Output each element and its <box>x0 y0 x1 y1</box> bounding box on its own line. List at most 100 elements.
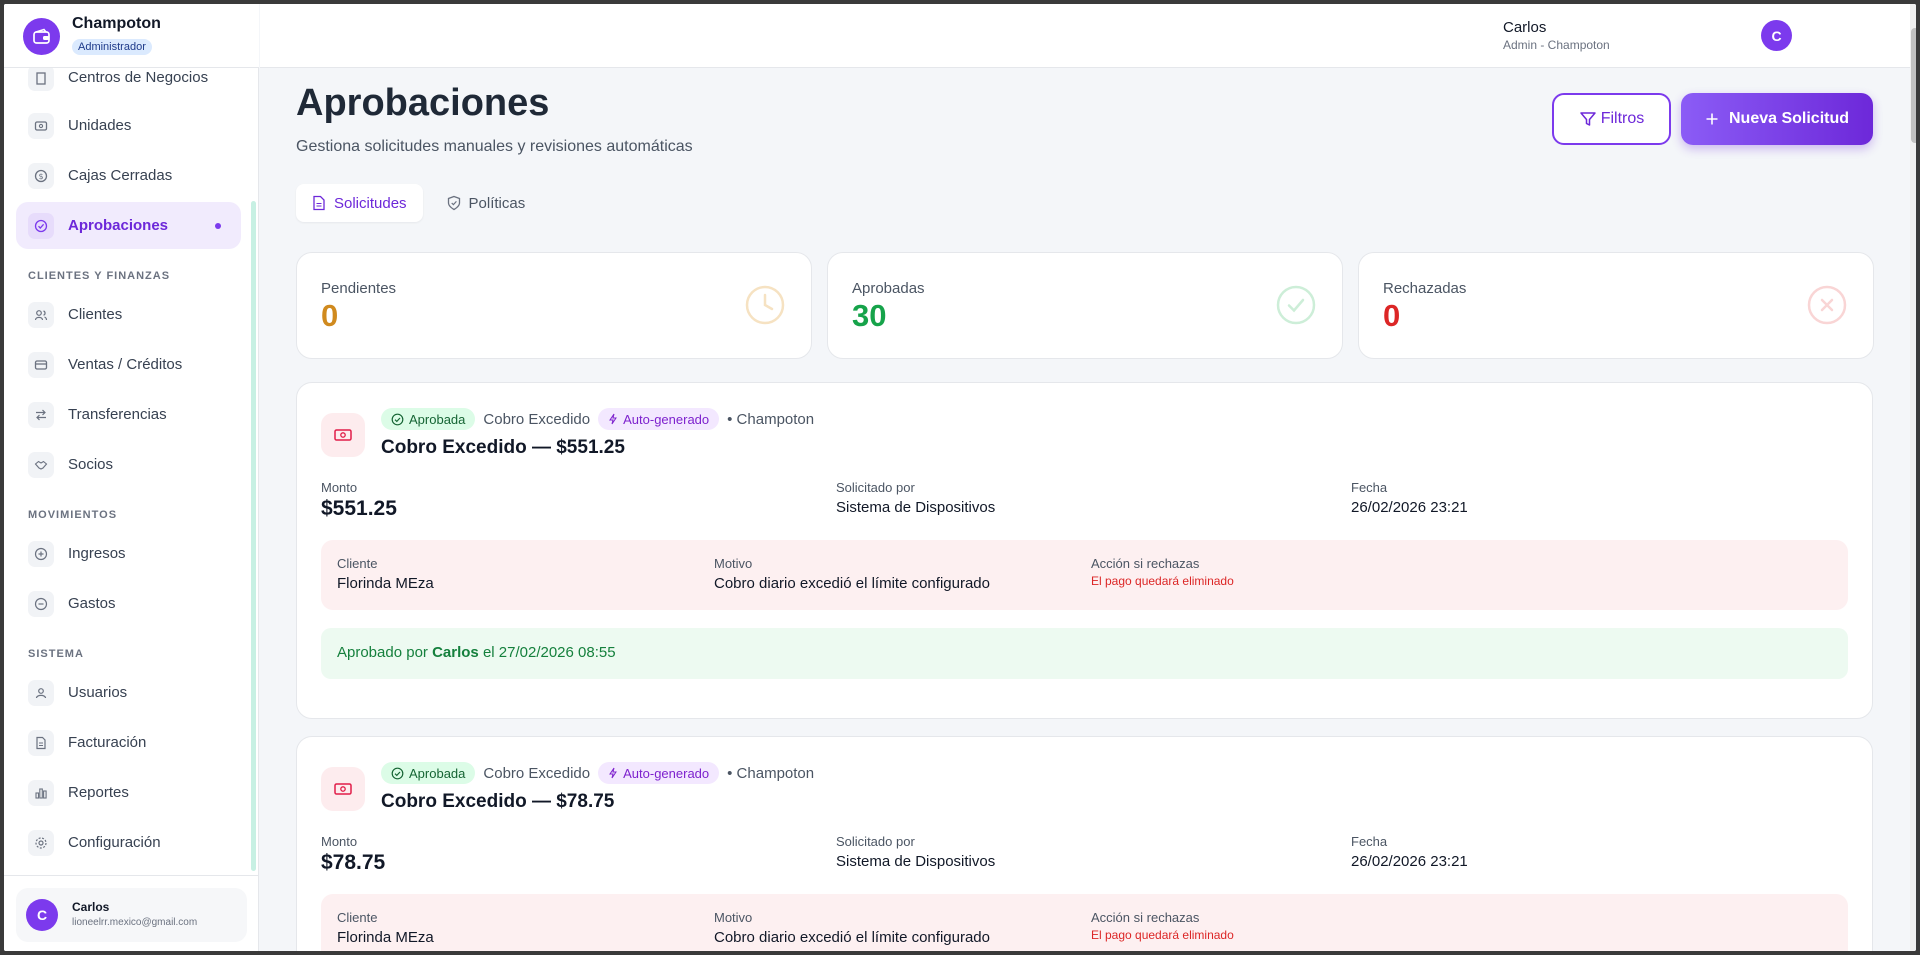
minus-circle-icon <box>28 590 54 617</box>
avatar: C <box>26 899 58 931</box>
client-value: Florinda MEza <box>337 575 434 592</box>
bar-chart-icon <box>28 779 54 806</box>
users-icon <box>28 301 54 328</box>
lightning-icon <box>609 413 618 425</box>
requested-by-value: Sistema de Dispositivos <box>836 499 996 516</box>
sidebar-item-cajas[interactable]: $ Cajas Cerradas <box>16 152 241 199</box>
user-name: Carlos <box>72 900 110 914</box>
sidebar-item-ventas[interactable]: Ventas / Créditos <box>16 341 241 388</box>
request-details-box: Cliente Florinda MEza Motivo Cobro diari… <box>321 540 1848 610</box>
sidebar-item-facturacion[interactable]: Facturación <box>16 719 241 766</box>
approved-date: el 27/02/2026 08:55 <box>482 644 616 661</box>
request-card[interactable]: Aprobada Cobro Excedido Auto-generado • … <box>296 736 1873 951</box>
brand-name: Champoton <box>72 15 161 32</box>
sidebar-item-label: Gastos <box>68 595 116 612</box>
auto-badge-label: Auto-generado <box>623 765 710 781</box>
client-value: Florinda MEza <box>337 929 434 946</box>
window-scrollbar-track[interactable] <box>1910 4 1916 951</box>
reason-value: Cobro diario excedió el límite configura… <box>714 929 990 946</box>
request-title: Cobro Excedido — $78.75 <box>381 791 615 812</box>
sidebar-item-clientes[interactable]: Clientes <box>16 291 241 338</box>
stat-label: Aprobadas <box>852 280 925 297</box>
sidebar-item-configuracion[interactable]: Configuración <box>16 819 241 866</box>
stat-card-rechazadas: Rechazadas 0 <box>1358 252 1874 359</box>
reason-value: Cobro diario excedió el límite configura… <box>714 575 990 592</box>
tab-label: Solicitudes <box>334 194 407 212</box>
stat-value: 0 <box>1383 298 1401 333</box>
status-badge-label: Aprobada <box>409 765 466 781</box>
brand-header: Champoton Administrador <box>4 4 259 68</box>
request-branch: • Champoton <box>727 764 815 782</box>
date-label: Fecha <box>1351 834 1388 849</box>
user-email: lioneelrr.mexico@gmail.com <box>72 917 198 928</box>
filters-button[interactable]: Filtros <box>1552 93 1671 145</box>
section-title: CLIENTES Y FINANZAS <box>28 270 171 282</box>
money-bill-icon <box>321 767 365 811</box>
sidebar-item-ingresos[interactable]: Ingresos <box>16 530 241 577</box>
sidebar-item-label: Transferencias <box>68 406 167 423</box>
sidebar-nav: Centros de Negocios Unidades $ Cajas Cer… <box>4 68 254 873</box>
svg-text:$: $ <box>38 172 43 181</box>
section-title: SISTEMA <box>28 648 84 660</box>
sidebar-item-aprobaciones[interactable]: Aprobaciones <box>16 202 241 249</box>
user-profile-card[interactable]: C Carlos lioneelrr.mexico@gmail.com <box>16 888 247 942</box>
stat-label: Rechazadas <box>1383 280 1467 297</box>
sidebar-item-centros[interactable]: Centros de Negocios <box>16 68 241 101</box>
new-request-button[interactable]: Nueva Solicitud <box>1681 93 1873 145</box>
sidebar-item-label: Ingresos <box>68 545 126 562</box>
handshake-icon <box>28 451 54 478</box>
sidebar-item-label: Centros de Negocios <box>68 69 209 86</box>
plus-icon <box>1706 113 1718 125</box>
amount-label: Monto <box>321 480 358 495</box>
sidebar-item-label: Facturación <box>68 734 147 751</box>
auto-badge: Auto-generado <box>598 408 720 430</box>
sidebar-item-label: Ventas / Créditos <box>68 356 183 373</box>
new-request-button-label: Nueva Solicitud <box>1728 110 1850 127</box>
reject-action-value: El pago quedará eliminado <box>1091 574 1234 588</box>
stat-label: Pendientes <box>321 280 397 297</box>
client-label: Cliente <box>337 910 378 925</box>
request-branch: • Champoton <box>727 410 815 428</box>
sidebar-item-reportes[interactable]: Reportes <box>16 769 241 816</box>
document-icon <box>313 195 325 211</box>
sidebar-item-gastos[interactable]: Gastos <box>16 580 241 627</box>
top-bar: C <box>260 4 1916 68</box>
section-title: MOVIMIENTOS <box>28 509 118 521</box>
reject-action-value: El pago quedará eliminado <box>1091 928 1234 942</box>
requested-by-value: Sistema de Dispositivos <box>836 853 996 870</box>
request-details-box: Cliente Florinda MEza Motivo Cobro diari… <box>321 894 1848 951</box>
sidebar-scrollbar[interactable] <box>251 201 256 871</box>
x-circle-icon <box>1807 285 1847 325</box>
filter-icon <box>1579 112 1596 126</box>
requested-by-label: Solicitado por <box>836 834 915 849</box>
tab-label: Políticas <box>468 194 526 212</box>
status-badge-label: Aprobada <box>409 411 466 427</box>
check-circle-icon <box>391 413 404 425</box>
money-bill-icon <box>321 413 365 457</box>
tab-solicitudes[interactable]: Solicitudes <box>296 184 423 222</box>
app-window: Centros de Negocios Unidades $ Cajas Cer… <box>4 4 1916 951</box>
sidebar-item-socios[interactable]: Socios <box>16 441 241 488</box>
status-badge: Aprobada <box>381 408 476 430</box>
filters-button-label: Filtros <box>1600 110 1645 127</box>
sidebar-item-transferencias[interactable]: Transferencias <box>16 391 241 438</box>
approver-name: Carlos <box>432 644 479 661</box>
sidebar-item-usuarios[interactable]: Usuarios <box>16 669 241 716</box>
amount-label: Monto <box>321 834 358 849</box>
auto-badge: Auto-generado <box>598 762 720 784</box>
amount-value: $78.75 <box>321 851 386 874</box>
date-label: Fecha <box>1351 480 1388 495</box>
sidebar-item-label: Usuarios <box>68 684 128 701</box>
reason-label: Motivo <box>714 910 753 925</box>
window-scrollbar-thumb[interactable] <box>1911 28 1916 143</box>
amount-value: $551.25 <box>321 497 397 520</box>
sidebar-item-unidades[interactable]: Unidades <box>16 102 241 149</box>
dollar-circle-icon: $ <box>28 162 54 189</box>
request-card[interactable]: Aprobada Cobro Excedido Auto-generado • … <box>296 382 1873 719</box>
sidebar-item-label: Cajas Cerradas <box>68 167 173 184</box>
avatar[interactable]: C <box>1761 20 1792 51</box>
active-indicator-dot <box>215 223 221 229</box>
tab-politicas[interactable]: Políticas <box>431 184 542 222</box>
sidebar-item-label: Aprobaciones <box>68 217 169 234</box>
stat-value: 0 <box>321 298 339 333</box>
